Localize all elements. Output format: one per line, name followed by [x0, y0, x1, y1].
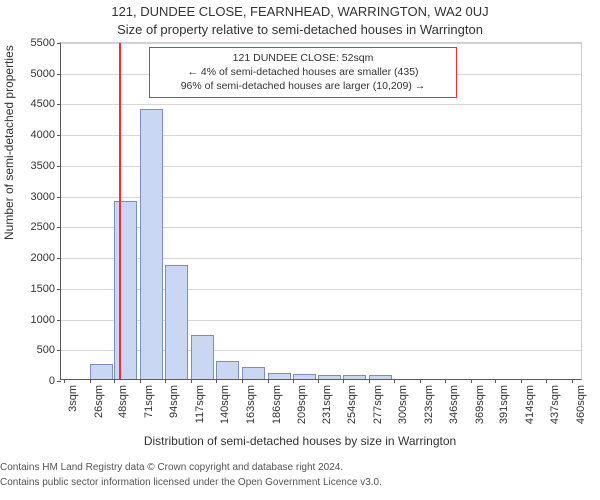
xtick-label: 254sqm: [346, 385, 358, 424]
xtick-label: 26sqm: [93, 385, 105, 418]
xtick-mark: [64, 379, 65, 383]
xtick-mark: [90, 379, 91, 383]
ytick-mark: [57, 43, 61, 44]
ytick-mark: [57, 320, 61, 321]
plot-area: 0500100015002000250030003500400045005000…: [60, 42, 582, 380]
xtick-mark: [521, 379, 522, 383]
gridline: [61, 104, 581, 105]
xtick-label: 186sqm: [271, 385, 283, 424]
ytick-label: 1500: [31, 283, 55, 295]
chart-title: 121, DUNDEE CLOSE, FEARNHEAD, WARRINGTON…: [0, 4, 600, 19]
ytick-mark: [57, 350, 61, 351]
ytick-label: 3500: [31, 160, 55, 172]
xtick-label: 391sqm: [498, 385, 510, 424]
annotation-line: 96% of semi-detached houses are larger (…: [157, 79, 449, 93]
histogram-bar: [293, 374, 316, 379]
ytick-mark: [57, 227, 61, 228]
xtick-mark: [216, 379, 217, 383]
xtick-label: 346sqm: [448, 385, 460, 424]
histogram-bar: [114, 201, 137, 379]
ytick-mark: [57, 289, 61, 290]
annotation-line: ← 4% of semi-detached houses are smaller…: [157, 65, 449, 79]
ytick-label: 500: [37, 344, 55, 356]
histogram-bar: [140, 109, 163, 379]
histogram-chart: 121, DUNDEE CLOSE, FEARNHEAD, WARRINGTON…: [0, 0, 600, 500]
histogram-bar: [343, 375, 366, 379]
ytick-label: 4000: [31, 129, 55, 141]
xtick-label: 323sqm: [423, 385, 435, 424]
xtick-label: 163sqm: [245, 385, 257, 424]
ytick-mark: [57, 258, 61, 259]
annotation-box: 121 DUNDEE CLOSE: 52sqm← 4% of semi-deta…: [149, 47, 457, 98]
xtick-label: 209sqm: [296, 385, 308, 424]
ytick-label: 5000: [31, 68, 55, 80]
ytick-label: 5500: [31, 37, 55, 49]
xtick-mark: [242, 379, 243, 383]
xtick-mark: [369, 379, 370, 383]
ytick-label: 3000: [31, 191, 55, 203]
xtick-mark: [471, 379, 472, 383]
xtick-label: 300sqm: [397, 385, 409, 424]
gridline: [61, 43, 581, 44]
xtick-label: 414sqm: [524, 385, 536, 424]
xtick-label: 437sqm: [549, 385, 561, 424]
xtick-mark: [140, 379, 141, 383]
xtick-mark: [114, 379, 115, 383]
histogram-bar: [90, 364, 113, 379]
ytick-mark: [57, 197, 61, 198]
ytick-mark: [57, 381, 61, 382]
histogram-bar: [268, 373, 291, 379]
ytick-label: 0: [49, 375, 55, 387]
xtick-label: 48sqm: [117, 385, 129, 418]
annotation-line: 121 DUNDEE CLOSE: 52sqm: [157, 51, 449, 65]
histogram-bar: [242, 367, 265, 379]
xtick-label: 460sqm: [575, 385, 587, 424]
y-axis-label: Number of semi-detached properties: [2, 45, 16, 240]
xtick-mark: [165, 379, 166, 383]
ytick-label: 1000: [31, 314, 55, 326]
xtick-label: 94sqm: [168, 385, 180, 418]
xtick-mark: [445, 379, 446, 383]
histogram-bar: [216, 361, 239, 379]
reference-line: [119, 43, 121, 379]
ytick-label: 2500: [31, 221, 55, 233]
x-axis-label: Distribution of semi-detached houses by …: [0, 434, 600, 448]
xtick-mark: [343, 379, 344, 383]
histogram-bar: [318, 375, 341, 379]
ytick-mark: [57, 74, 61, 75]
xtick-label: 3sqm: [67, 385, 79, 412]
xtick-mark: [318, 379, 319, 383]
ytick-mark: [57, 104, 61, 105]
ytick-label: 4500: [31, 98, 55, 110]
ytick-mark: [57, 166, 61, 167]
ytick-mark: [57, 135, 61, 136]
xtick-label: 117sqm: [194, 385, 206, 423]
ytick-label: 2000: [31, 252, 55, 264]
xtick-label: 277sqm: [372, 385, 384, 424]
xtick-label: 71sqm: [143, 385, 155, 418]
xtick-mark: [394, 379, 395, 383]
xtick-mark: [268, 379, 269, 383]
credits-line-2: Contains public sector information licen…: [0, 477, 600, 488]
xtick-label: 231sqm: [321, 385, 333, 424]
chart-subtitle: Size of property relative to semi-detach…: [0, 22, 600, 37]
xtick-label: 140sqm: [219, 385, 231, 424]
xtick-label: 369sqm: [474, 385, 486, 424]
xtick-mark: [546, 379, 547, 383]
xtick-mark: [572, 379, 573, 383]
xtick-mark: [293, 379, 294, 383]
xtick-mark: [420, 379, 421, 383]
histogram-bar: [191, 335, 214, 379]
histogram-bar: [165, 265, 188, 379]
histogram-bar: [369, 375, 392, 379]
credits-line-1: Contains HM Land Registry data © Crown c…: [0, 462, 600, 473]
xtick-mark: [191, 379, 192, 383]
xtick-mark: [495, 379, 496, 383]
